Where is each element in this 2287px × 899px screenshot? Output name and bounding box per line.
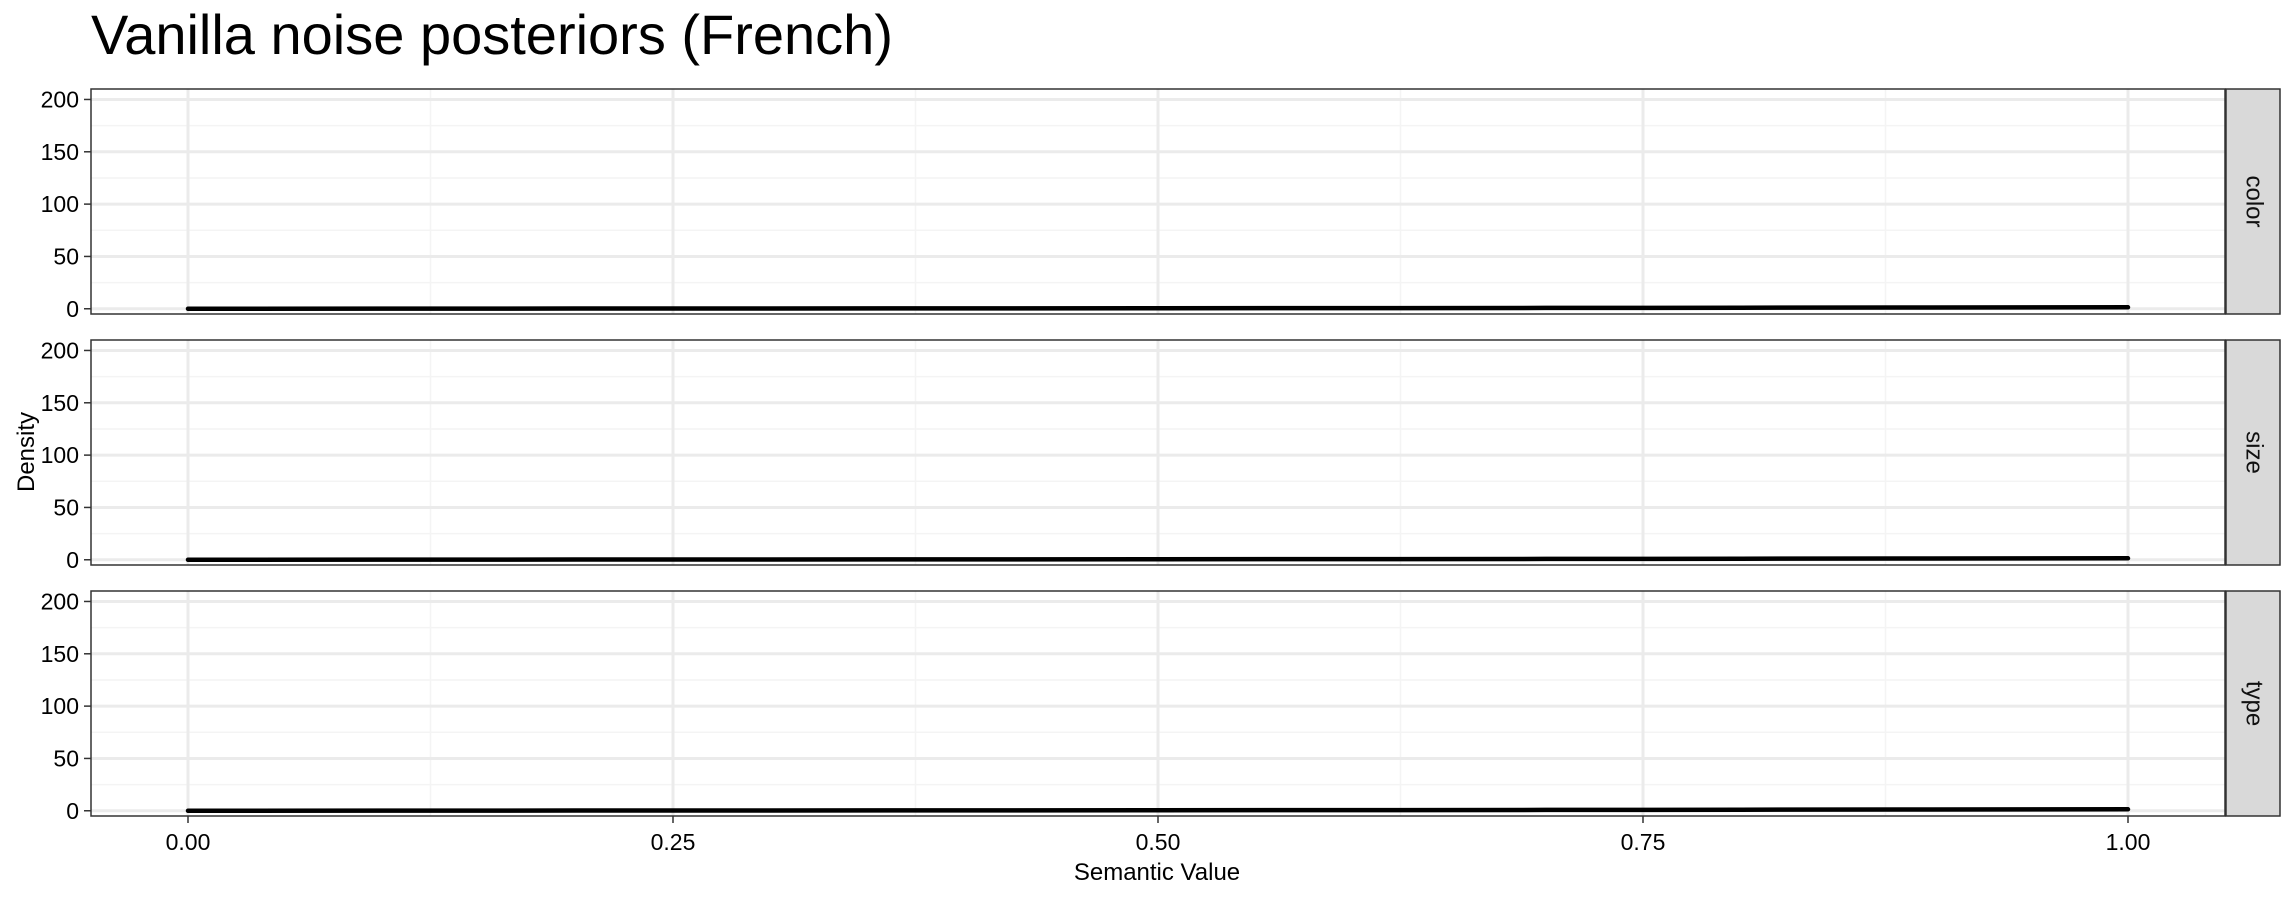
facet-panel-color: 0 50 100 150 200 color — [41, 86, 2281, 322]
facet-strip-label: type — [2241, 681, 2268, 726]
y-tick-label: 200 — [41, 86, 79, 112]
chart-title: Vanilla noise posteriors (French) — [91, 3, 893, 66]
y-tick-label: 100 — [41, 693, 79, 719]
y-tick-label: 0 — [66, 547, 79, 573]
y-tick-label: 200 — [41, 588, 79, 614]
x-tick-label: 0.25 — [651, 829, 696, 855]
y-tick-label: 150 — [41, 641, 79, 667]
y-tick-label: 0 — [66, 296, 79, 322]
facet-strip-size — [2225, 339, 2281, 566]
y-axis-label: Density — [13, 412, 40, 492]
y-tick-label: 150 — [41, 139, 79, 165]
y-tick-label: 150 — [41, 390, 79, 416]
y-tick-label: 200 — [41, 337, 79, 363]
x-tick-label: 1.00 — [2106, 829, 2151, 855]
panel-border — [90, 339, 2226, 566]
y-tick-label: 50 — [53, 243, 79, 269]
x-axis-label: Semantic Value — [1074, 859, 1240, 886]
density-line-type — [185, 807, 2131, 814]
y-tick-label: 100 — [41, 191, 79, 217]
facet-panel-type: 0 50 100 150 200 type — [41, 588, 2281, 824]
panel-border — [90, 88, 2226, 315]
y-tick-label: 50 — [53, 745, 79, 771]
facet-strip-label: color — [2241, 175, 2268, 227]
x-axis: 0.00 0.25 0.50 0.75 1.00 — [166, 816, 2151, 855]
facet-strip-label: size — [2241, 431, 2268, 474]
facet-strip-color — [2225, 88, 2281, 315]
y-tick-label: 100 — [41, 442, 79, 468]
y-tick-label: 50 — [53, 494, 79, 520]
x-tick-label: 0.75 — [1621, 829, 1666, 855]
facet-strip-type — [2225, 590, 2281, 817]
facet-panels: 0 50 100 150 200 color 0 50 100 150 200 size 0 50 100 1… — [41, 86, 2281, 824]
facet-panel-size: 0 50 100 150 200 size — [41, 337, 2281, 573]
x-tick-label: 0.50 — [1136, 829, 1181, 855]
density-line-size — [185, 556, 2131, 563]
y-tick-label: 0 — [66, 798, 79, 824]
density-line-color — [185, 305, 2131, 312]
x-tick-label: 0.00 — [166, 829, 211, 855]
